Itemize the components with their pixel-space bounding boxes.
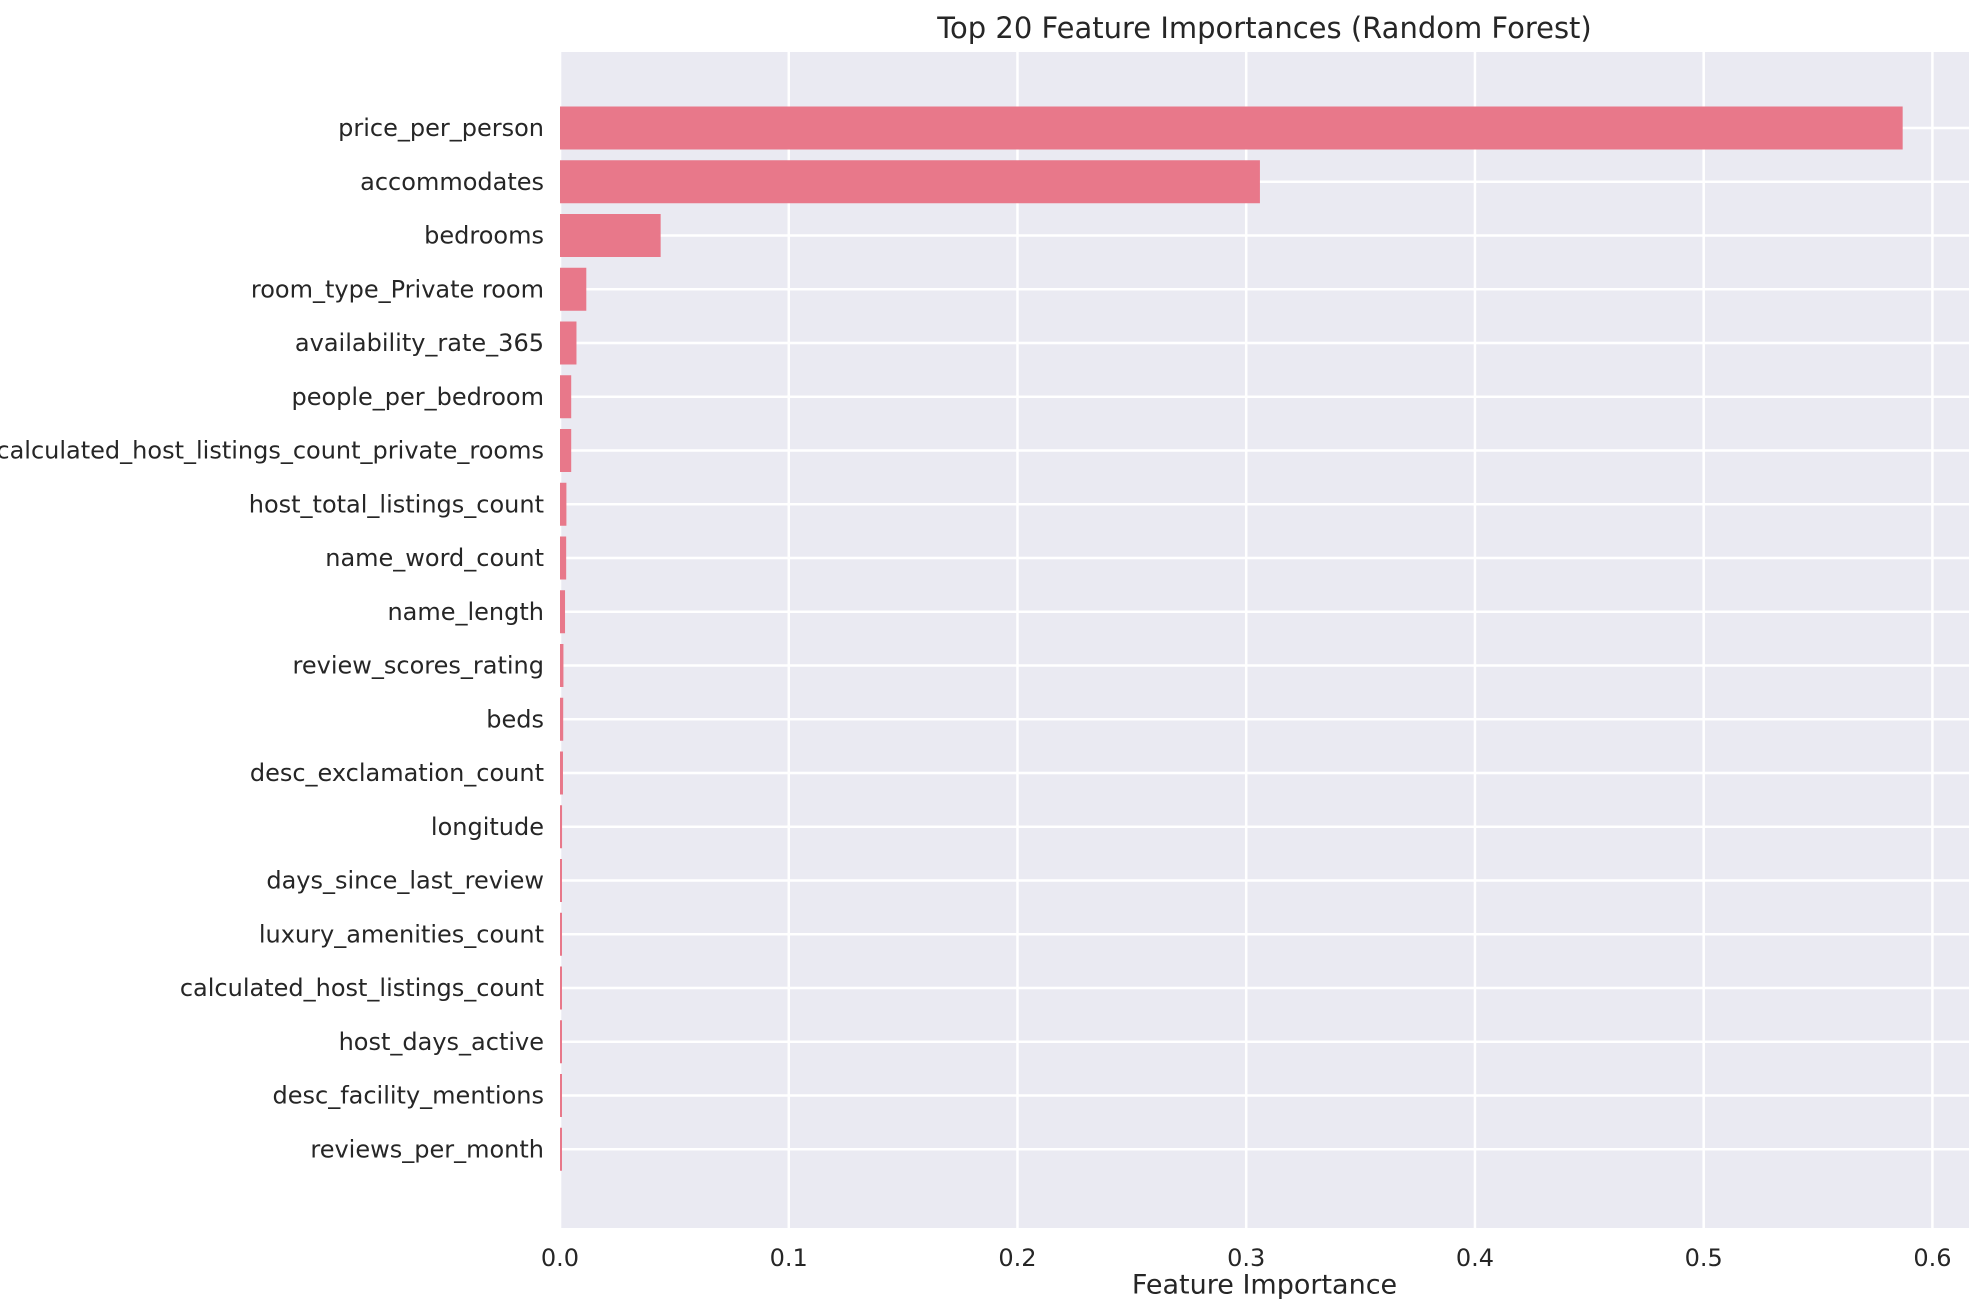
bar [560, 267, 587, 311]
bar [560, 1020, 562, 1064]
y-tick-label: desc_facility_mentions [273, 1082, 545, 1110]
bar [560, 429, 572, 472]
y-tick-label: review_scores_rating [293, 652, 544, 680]
bar [560, 106, 1903, 150]
x-tick-label: 0.6 [1913, 1244, 1951, 1272]
bar [560, 590, 566, 634]
bar [560, 1127, 562, 1171]
bar [560, 482, 567, 526]
bar [560, 966, 562, 1010]
y-tick-label: price_per_person [338, 114, 544, 142]
x-tick-label: 0.4 [1456, 1244, 1494, 1272]
y-tick-label: bedrooms [424, 222, 544, 250]
x-tick-label: 0.0 [541, 1244, 579, 1272]
x-tick-labels: 0.0 0.1 0.2 0.3 0.4 0.5 0.6 [541, 1244, 1952, 1272]
y-tick-label: host_total_listings_count [249, 490, 544, 518]
y-tick-label: longitude [431, 813, 544, 841]
x-tick-label: 0.3 [1227, 1244, 1265, 1272]
bar [560, 912, 562, 956]
y-tick-label: reviews_per_month [310, 1135, 544, 1163]
y-tick-labels: price_per_person accommodates bedrooms room… [0, 114, 544, 1163]
chart-title: Top 20 Feature Importances (Random Fores… [936, 11, 1592, 45]
plot-area [560, 52, 1969, 1228]
bar [560, 644, 564, 687]
y-tick-label: name_length [387, 598, 544, 626]
bar [560, 321, 577, 365]
bar [560, 1074, 562, 1117]
bar [560, 805, 563, 849]
x-tick-label: 0.1 [770, 1244, 808, 1272]
x-axis-title: Feature Importance [1132, 1270, 1397, 1300]
y-tick-label: availability_rate_365 [295, 329, 544, 357]
bar [560, 375, 572, 419]
bar [560, 697, 564, 741]
grid-lines [558, 52, 1969, 1228]
y-tick-label: name_word_count [325, 544, 544, 572]
y-tick-label: luxury_amenities_count [259, 920, 544, 948]
y-tick-label: beds [486, 705, 544, 733]
bar [560, 214, 661, 257]
y-tick-label: days_since_last_review [266, 867, 544, 895]
y-tick-label: host_days_active [339, 1028, 544, 1056]
y-tick-label: people_per_bedroom [291, 383, 544, 411]
y-tick-label: desc_exclamation_count [250, 759, 544, 787]
bar [560, 536, 567, 580]
y-tick-label: calculated_host_listings_count_private_r… [0, 437, 544, 465]
x-tick-label: 0.2 [998, 1244, 1036, 1272]
bars [560, 106, 1903, 1171]
bar [560, 859, 562, 902]
bar [560, 160, 1260, 204]
y-tick-label: accommodates [360, 168, 544, 196]
y-tick-label: room_type_Private room [251, 275, 544, 303]
bar [560, 751, 563, 795]
y-tick-label: calculated_host_listings_count [180, 974, 544, 1002]
x-tick-label: 0.5 [1685, 1244, 1723, 1272]
